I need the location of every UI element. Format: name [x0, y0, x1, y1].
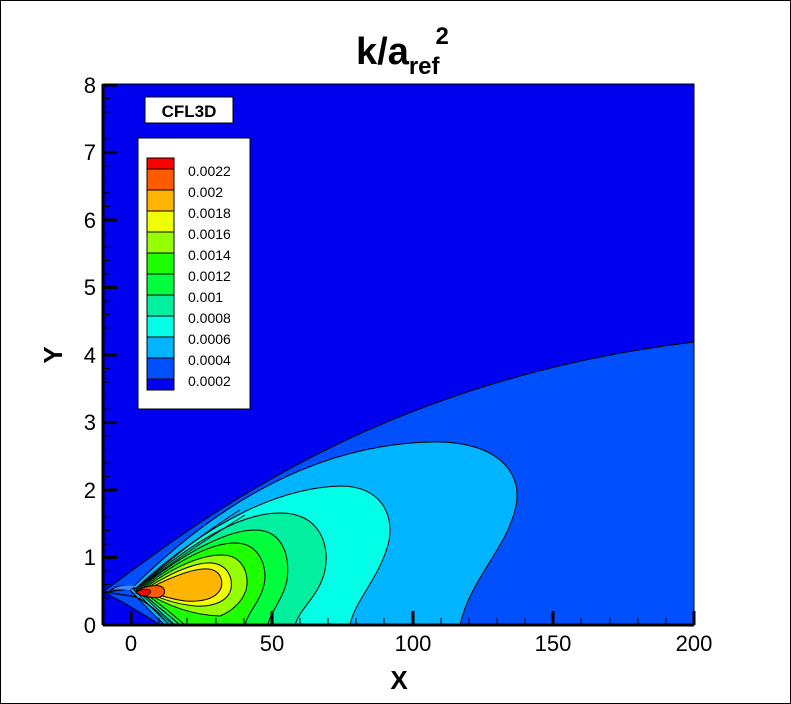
- legend-swatches: [146, 157, 175, 391]
- legend-labels: 0.0022 0.002 0.0018 0.0016 0.0014 0.0012…: [188, 163, 231, 389]
- svg-text:0.001: 0.001: [188, 289, 223, 305]
- contour-field: [103, 84, 694, 625]
- svg-text:0.0022: 0.0022: [188, 163, 231, 179]
- svg-text:100: 100: [395, 631, 432, 656]
- x-major-ticks: [129, 611, 696, 625]
- svg-text:3: 3: [84, 410, 96, 435]
- svg-text:150: 150: [535, 631, 572, 656]
- band-peak: [135, 589, 151, 597]
- svg-text:5: 5: [84, 275, 96, 300]
- svg-text:4: 4: [84, 343, 96, 368]
- svg-text:0.0018: 0.0018: [188, 205, 231, 221]
- svg-text:7: 7: [84, 140, 96, 165]
- svg-text:0.0016: 0.0016: [188, 226, 231, 242]
- shear-layer-lines: [136, 509, 246, 625]
- svg-text:0.0014: 0.0014: [188, 247, 231, 263]
- svg-text:0.002: 0.002: [188, 184, 223, 200]
- svg-text:6: 6: [84, 208, 96, 233]
- svg-text:50: 50: [260, 631, 284, 656]
- plot-title: k/aref2: [356, 23, 449, 80]
- solver-badge: CFL3D: [144, 96, 234, 124]
- svg-text:CFL3D: CFL3D: [162, 102, 217, 121]
- y-major-ticks: [103, 83, 117, 627]
- y-minor-ticks: [103, 98, 110, 612]
- svg-text:1: 1: [84, 545, 96, 570]
- x-tick-labels: 0 50 100 150 200: [125, 631, 712, 656]
- band-0.002: [144, 568, 223, 602]
- svg-text:2: 2: [84, 478, 96, 503]
- svg-text:8: 8: [84, 73, 96, 98]
- x-minor-ticks: [158, 618, 667, 625]
- contour-legend: 0.0022 0.002 0.0018 0.0016 0.0014 0.0012…: [137, 137, 251, 410]
- svg-text:0: 0: [125, 631, 137, 656]
- svg-text:0.0004: 0.0004: [188, 352, 231, 368]
- svg-text:200: 200: [676, 631, 713, 656]
- svg-text:0.0006: 0.0006: [188, 331, 231, 347]
- upper-source-lobe: [113, 585, 135, 590]
- svg-text:0.0002: 0.0002: [188, 373, 231, 389]
- x-axis-title: X: [390, 665, 408, 695]
- y-axis-title: Y: [38, 346, 68, 363]
- y-tick-labels: 0 1 2 3 4 5 6 7 8: [84, 73, 96, 638]
- svg-text:0: 0: [84, 613, 96, 638]
- svg-text:0.0012: 0.0012: [188, 268, 231, 284]
- svg-text:0.0008: 0.0008: [188, 310, 231, 326]
